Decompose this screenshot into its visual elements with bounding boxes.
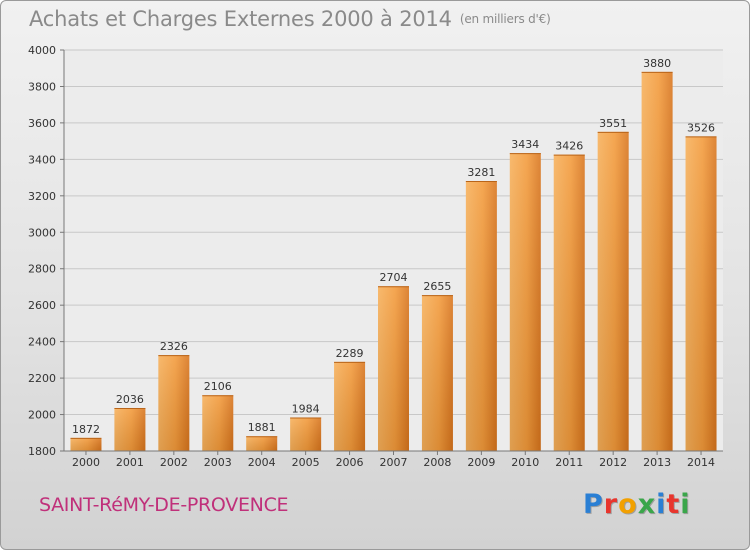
bar-value-label: 2326 — [160, 340, 188, 353]
bar-shade-2010 — [509, 153, 541, 451]
city-name: SAINT-RéMY-DE-PROVENCE — [39, 494, 289, 516]
y-tick-label: 2400 — [28, 336, 56, 349]
y-tick-label: 2000 — [28, 409, 56, 422]
bar-value-label: 3551 — [599, 117, 627, 130]
chart-title-text: Achats et Charges Externes 2000 à 2014 — [29, 7, 452, 31]
bar-value-label: 2289 — [336, 347, 364, 360]
bar-value-label: 2036 — [116, 393, 144, 406]
bar-value-label: 3281 — [467, 166, 495, 179]
bar-shade-2000 — [70, 437, 102, 451]
x-tick-label: 2012 — [599, 456, 627, 469]
x-tick-label: 2000 — [72, 456, 100, 469]
y-tick-label: 3600 — [28, 117, 56, 130]
bar-shade-2006 — [334, 361, 366, 451]
y-tick-label: 1800 — [28, 445, 56, 458]
y-tick-label: 3800 — [28, 80, 56, 93]
bar-shade-2013 — [641, 71, 673, 451]
y-tick-label: 3000 — [28, 226, 56, 239]
bar-value-label: 3526 — [687, 121, 715, 134]
axis-layer: 1800 2000 2200 2400 2600 2800 3000 3200 3400 3600… — [28, 44, 723, 469]
x-tick-label: 2008 — [423, 456, 451, 469]
bar-shade-2001 — [114, 407, 146, 451]
bar-shade-2014 — [685, 136, 717, 451]
x-tick-label: 2013 — [643, 456, 671, 469]
y-tick-label: 3400 — [28, 153, 56, 166]
bar-shade-2002 — [158, 355, 190, 451]
bar-value-label: 1984 — [292, 402, 320, 415]
logo-letter: i — [656, 489, 667, 520]
bar-shade-2003 — [202, 395, 234, 451]
x-tick-label: 2003 — [204, 456, 232, 469]
x-tick-label: 2001 — [116, 456, 144, 469]
bar-value-label: 2106 — [204, 380, 232, 393]
bar-value-label: 2655 — [423, 280, 451, 293]
logo-letter: t — [666, 489, 681, 520]
bar-value-label: 3434 — [511, 138, 539, 151]
proxiti-logo: Proxiti — [583, 489, 691, 520]
x-tick-label: 2004 — [248, 456, 276, 469]
x-tick-label: 2009 — [467, 456, 495, 469]
chart-subtitle: (en milliers d'€) — [459, 12, 551, 26]
y-tick-label: 2800 — [28, 263, 56, 276]
bar-shade-2009 — [465, 181, 497, 452]
bar-shade-2004 — [246, 436, 278, 451]
logo-letter: i — [680, 489, 691, 520]
y-tick-label: 3200 — [28, 190, 56, 203]
logo-letter: x — [637, 489, 657, 520]
y-tick-label: 4000 — [28, 44, 56, 57]
x-tick-label: 2005 — [292, 456, 320, 469]
bar-shade-2012 — [597, 131, 629, 451]
y-tick-label: 2200 — [28, 372, 56, 385]
x-tick-label: 2010 — [511, 456, 539, 469]
bar-shade-2011 — [553, 154, 585, 451]
logo-letter: r — [603, 489, 619, 520]
bar-value-label: 3426 — [555, 140, 583, 153]
chart-title: Achats et Charges Externes 2000 à 2014 (e… — [29, 7, 551, 31]
x-tick-label: 2006 — [336, 456, 364, 469]
bar-shade-2005 — [290, 417, 322, 451]
bars-layer: 1872 2036 2326 2106 1881 1984 2289 2704 2655 3281… — [70, 57, 717, 452]
logo-letter: P — [583, 489, 604, 520]
x-tick-label: 2007 — [380, 456, 408, 469]
bar-value-label: 1872 — [72, 423, 100, 436]
y-tick-label: 2600 — [28, 299, 56, 312]
x-tick-label: 2014 — [687, 456, 715, 469]
bar-shade-2008 — [421, 295, 453, 451]
bar-shade-2007 — [378, 286, 409, 451]
bar-value-label: 1881 — [248, 421, 276, 434]
bar-value-label: 3880 — [643, 57, 671, 70]
logo-letter: o — [618, 489, 638, 520]
x-tick-label: 2011 — [555, 456, 583, 469]
x-tick-label: 2002 — [160, 456, 188, 469]
bar-value-label: 2704 — [380, 271, 408, 284]
